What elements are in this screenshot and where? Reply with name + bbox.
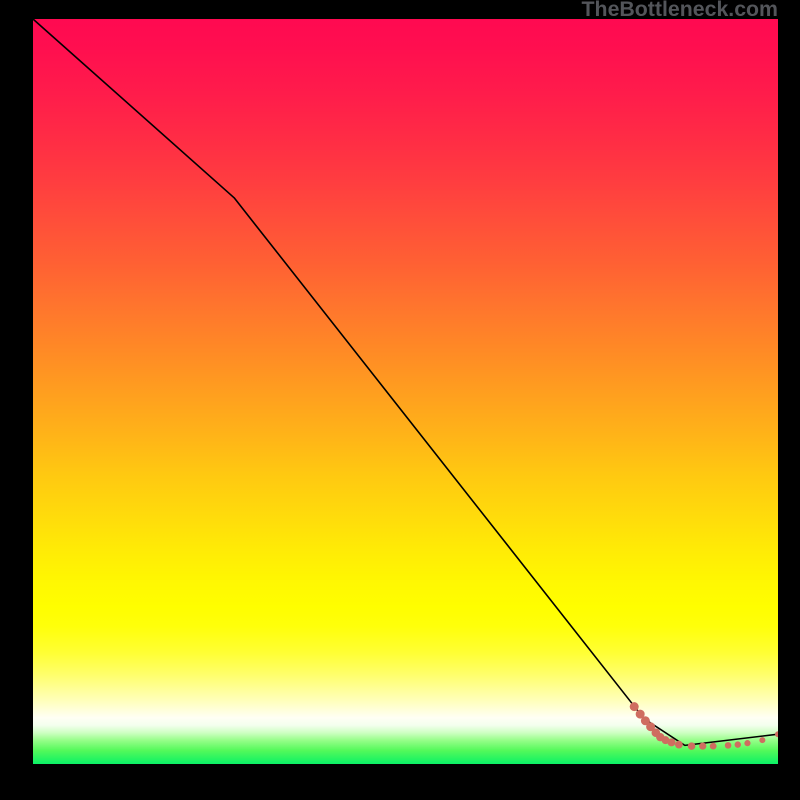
chart-frame: TheBottleneck.com bbox=[0, 0, 800, 800]
curve-marker bbox=[675, 741, 683, 749]
curve-marker bbox=[699, 743, 706, 750]
chart-overlay bbox=[33, 19, 778, 764]
curve-marker bbox=[744, 740, 750, 746]
curve-marker bbox=[630, 702, 639, 711]
curve-marker bbox=[725, 742, 732, 749]
curve-marker bbox=[688, 742, 696, 750]
plot-area bbox=[33, 19, 778, 764]
curve-marker bbox=[710, 743, 717, 750]
bottleneck-curve bbox=[33, 19, 778, 745]
curve-marker bbox=[759, 737, 765, 743]
curve-marker bbox=[735, 741, 741, 747]
curve-marker bbox=[775, 731, 778, 737]
curve-marker bbox=[667, 738, 675, 746]
watermark-text: TheBottleneck.com bbox=[582, 0, 778, 22]
